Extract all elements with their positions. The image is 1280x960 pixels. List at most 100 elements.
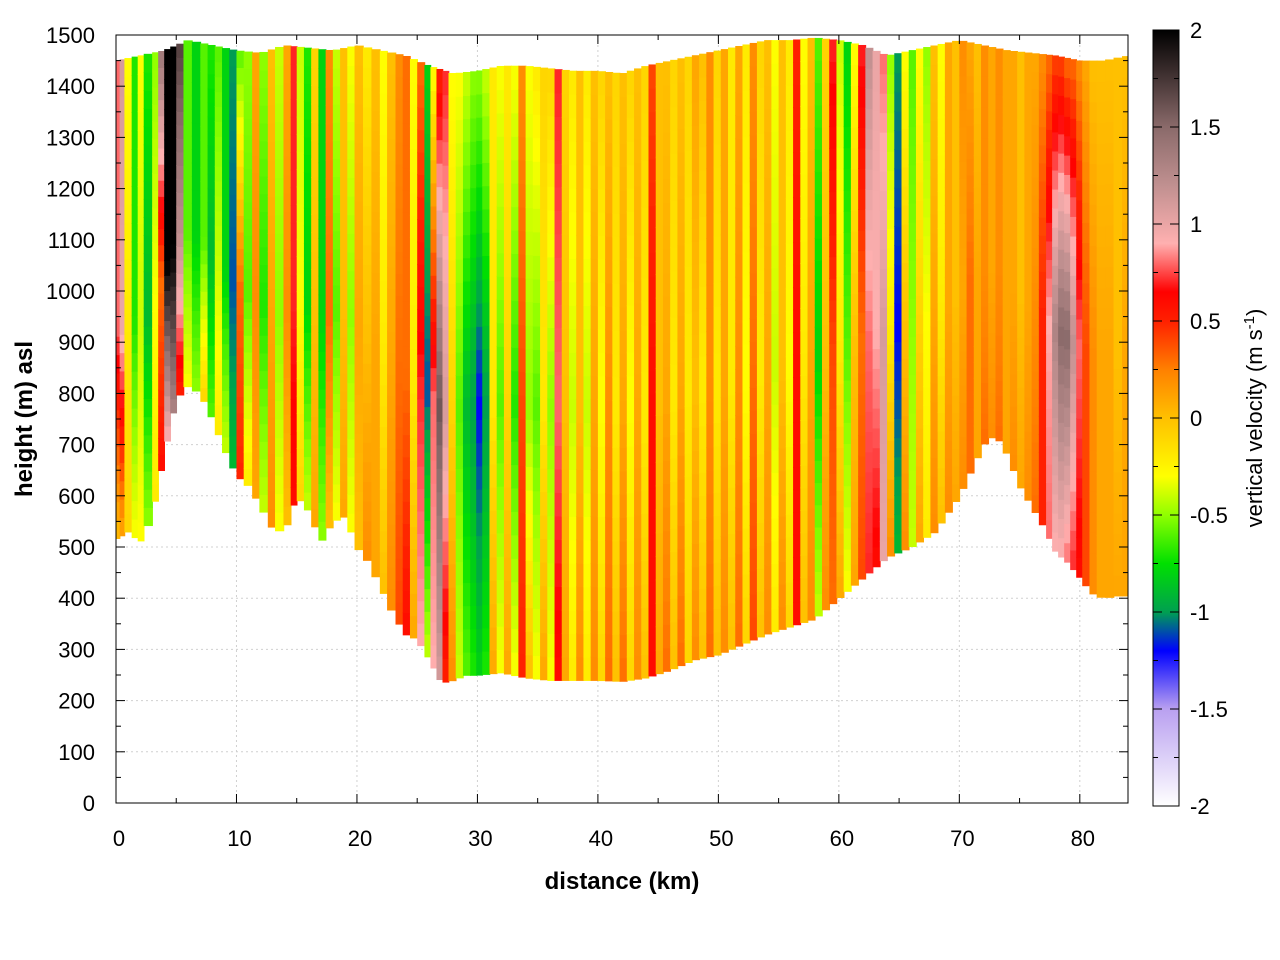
velocity-cell [901, 396, 910, 417]
velocity-cell [612, 634, 621, 659]
velocity-cell [243, 51, 253, 70]
velocity-cell [1105, 80, 1115, 102]
velocity-cell [170, 271, 178, 287]
velocity-cell [518, 441, 527, 467]
velocity-cell [540, 514, 549, 540]
velocity-cell [742, 412, 751, 437]
velocity-cell [503, 206, 512, 231]
velocity-cell [470, 512, 478, 537]
velocity-cell [850, 230, 859, 253]
velocity-cell [318, 520, 327, 541]
velocity-cell [340, 498, 349, 518]
velocity-cell [568, 656, 578, 681]
velocity-cell [275, 400, 285, 420]
velocity-cell [1017, 236, 1026, 254]
velocity-cell [1031, 282, 1040, 302]
velocity-cell [699, 100, 708, 125]
velocity-cell [634, 256, 643, 281]
velocity-cell [442, 164, 450, 190]
velocity-cell [325, 398, 334, 419]
velocity-cell [417, 421, 426, 445]
velocity-cell [923, 386, 932, 406]
colorbar-title-close: ) [1242, 309, 1267, 316]
velocity-cell [137, 335, 145, 355]
velocity-cell [119, 95, 126, 116]
velocity-cell [303, 260, 312, 280]
velocity-cell [347, 363, 356, 384]
velocity-cell [143, 507, 153, 527]
velocity-cell [749, 364, 758, 389]
velocity-cell [124, 112, 133, 132]
velocity-cell [448, 376, 457, 401]
velocity-cell [959, 453, 968, 472]
velocity-cell [332, 429, 341, 449]
velocity-cell [236, 281, 245, 299]
velocity-cell [670, 59, 679, 85]
velocity-cell [944, 204, 953, 224]
velocity-cell [894, 341, 903, 362]
velocity-cell [1024, 86, 1033, 105]
velocity-cell [455, 165, 464, 190]
velocity-cell [462, 443, 471, 468]
x-tick-label: 50 [709, 826, 733, 851]
velocity-cell [340, 390, 349, 410]
velocity-cell [908, 183, 917, 204]
velocity-cell [402, 256, 411, 280]
velocity-cell [973, 282, 982, 300]
velocity-cell [547, 468, 556, 493]
velocity-cell [561, 351, 570, 376]
velocity-cell [648, 87, 657, 113]
velocity-cell [448, 143, 457, 168]
velocity-cell [164, 49, 172, 65]
velocity-cell [554, 163, 563, 188]
velocity-cell [124, 149, 133, 169]
velocity-cell [243, 284, 253, 303]
velocity-cell [1024, 448, 1033, 467]
velocity-cell [756, 224, 765, 249]
velocity-cell [207, 202, 216, 218]
velocity-cell [655, 321, 664, 346]
velocity-cell [283, 229, 292, 249]
velocity-cell [959, 281, 968, 300]
velocity-cell [243, 401, 253, 420]
velocity-cell [641, 560, 650, 585]
velocity-cell [116, 262, 121, 282]
velocity-cell [583, 234, 592, 260]
velocity-cell [379, 321, 388, 344]
velocity-cell [387, 438, 397, 461]
velocity-cell [713, 445, 722, 470]
velocity-cell [1002, 204, 1011, 222]
velocity-cell [1064, 387, 1071, 408]
velocity-cell [713, 561, 722, 586]
velocity-cell [303, 491, 312, 511]
velocity-cell [850, 189, 859, 211]
velocity-cell [229, 322, 238, 340]
velocity-cell [164, 410, 172, 427]
velocity-cell [525, 372, 534, 397]
velocity-cell [318, 181, 327, 201]
velocity-column [362, 47, 373, 561]
velocity-cell [1089, 429, 1098, 451]
velocity-cell [778, 583, 787, 608]
velocity-cell [887, 343, 896, 364]
velocity-cell [901, 415, 910, 436]
velocity-cell [554, 421, 563, 446]
velocity-cell [713, 538, 722, 563]
velocity-cell [424, 383, 432, 408]
velocity-cell [670, 247, 679, 272]
velocity-cell [424, 633, 432, 658]
velocity-column [158, 51, 165, 471]
velocity-cell [362, 382, 373, 404]
velocity-cell [966, 75, 975, 93]
velocity-cell [670, 644, 679, 670]
velocity-cell [597, 516, 606, 541]
velocity-cell [952, 253, 961, 272]
velocity-cell [1046, 333, 1053, 353]
velocity-cell [476, 442, 484, 467]
velocity-cell [973, 218, 982, 236]
velocity-cell [901, 166, 910, 187]
velocity-cell [814, 304, 823, 328]
velocity-cell [1031, 159, 1040, 178]
velocity-cell [879, 53, 888, 75]
velocity-cell [662, 647, 671, 672]
